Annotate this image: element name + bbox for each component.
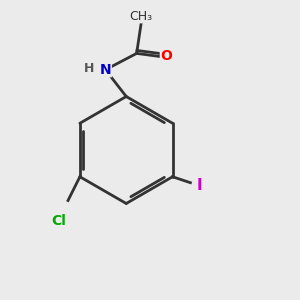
Text: N: N	[100, 63, 111, 77]
Text: Cl: Cl	[52, 214, 67, 228]
Text: H: H	[84, 62, 94, 75]
Text: O: O	[160, 50, 172, 63]
Text: CH₃: CH₃	[130, 10, 153, 23]
Text: I: I	[196, 178, 202, 193]
